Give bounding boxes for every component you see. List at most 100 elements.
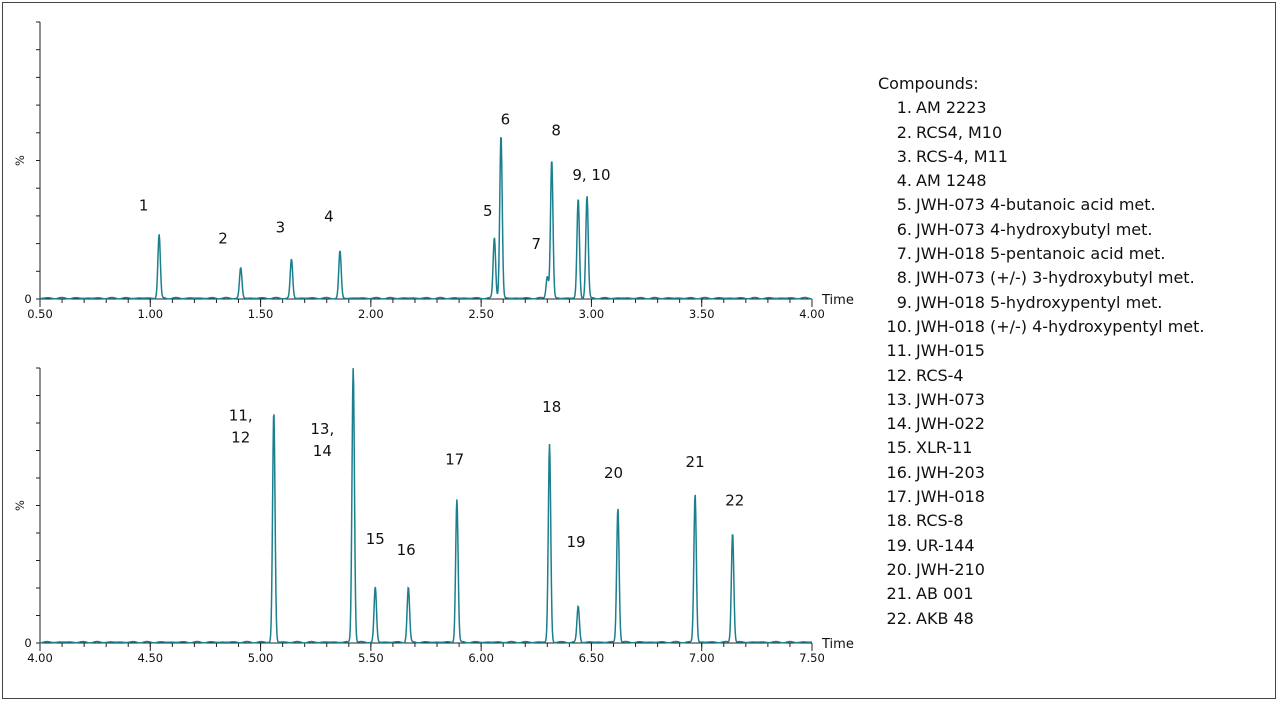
legend-item-number: 7. [896,244,912,264]
legend-item-name: AM 2223 [916,98,987,118]
legend-item-name: RCS-4, M11 [916,146,1008,166]
legend-item-number: 22. [886,608,912,628]
y-tick-label-zero: 0 [24,292,31,306]
legend-item: 8. JWH-073 (+/-) 3-hydroxybutyl met. [878,266,1205,290]
legend-item: 4. AM 1248 [878,169,1205,193]
legend-item: 12. RCS-4 [878,364,1205,388]
x-axis-label: Time [821,637,854,652]
x-tick-label: 6.00 [468,651,494,665]
legend-item: 16. JWH-203 [878,461,1205,485]
y-tick-label-zero: 0 [24,636,31,650]
peak-label: 18 [542,398,561,416]
peak-label: 19 [566,533,585,551]
legend-item: 10. JWH-018 (+/-) 4-hydroxypentyl met. [878,315,1205,339]
peak-label: 5 [483,202,493,220]
legend-item-number: 14. [886,414,912,434]
legend-item-number: 16. [886,462,912,482]
x-tick-label: 5.50 [358,651,384,665]
legend-item: 7. JWH-018 5-pentanoic acid met. [878,242,1205,266]
legend-item-name: JWH-018 (+/-) 4-hydroxypentyl met. [916,316,1205,336]
y-axis-label: % [13,155,27,166]
legend-item-number: 20. [886,559,912,579]
y-axis-label: % [13,500,27,511]
legend-item-name: JWH-210 [916,559,985,579]
legend-item-name: JWH-073 4-hydroxybutyl met. [916,219,1153,239]
x-tick-label: 5.00 [248,651,274,665]
x-tick-label: 1.00 [137,307,163,321]
legend-item-number: 18. [886,511,912,531]
legend-item-number: 4. [896,171,912,191]
legend-item: 14. JWH-022 [878,412,1205,436]
legend-item-name: XLR-11 [916,438,973,458]
peak-label: 15 [366,530,385,548]
x-tick-label: 1.50 [248,307,274,321]
x-tick-label: 2.50 [468,307,494,321]
peak-label: 17 [445,450,464,468]
legend-item-name: JWH-015 [916,341,985,361]
peak-label: 8 [551,122,561,140]
x-tick-label: 4.00 [799,307,825,321]
chromatogram-trace [39,368,813,644]
legend-title: Compounds: [878,74,979,93]
peak-label: 13, [310,420,334,438]
legend-item-name: JWH-073 4-butanoic acid met. [916,195,1156,215]
legend-item-name: AB 001 [916,584,974,604]
legend-item: 15. XLR-11 [878,436,1205,460]
legend-item: 21. AB 001 [878,582,1205,606]
x-tick-label: 4.50 [137,651,163,665]
legend-item-name: JWH-018 5-hydroxypentyl met. [916,292,1163,312]
legend-item-name: RCS-8 [916,511,964,531]
legend-item-number: 17. [886,487,912,507]
legend-item: 3. RCS-4, M11 [878,145,1205,169]
peak-label: 14 [313,442,332,460]
legend-item-name: JWH-203 [916,462,985,482]
legend-item: 22. AKB 48 [878,607,1205,631]
legend-item-name: JWH-018 5-pentanoic acid met. [916,244,1166,264]
legend-item-number: 15. [886,438,912,458]
legend-item-name: UR-144 [916,535,975,555]
x-tick-label: 6.50 [579,651,605,665]
legend-item: 11. JWH-015 [878,339,1205,363]
legend-item-name: JWH-018 [916,487,985,507]
peak-label: 16 [397,541,416,559]
legend-item-number: 19. [886,535,912,555]
legend-item-name: JWH-073 [916,389,985,409]
legend-item-name: RCS4, M10 [916,122,1003,142]
legend-item: 2. RCS4, M10 [878,121,1205,145]
peak-label: 21 [686,453,705,471]
x-tick-label: 3.00 [579,307,605,321]
peak-label: 9, 10 [572,166,610,184]
x-tick-label: 3.50 [689,307,715,321]
x-tick-label: 2.00 [358,307,384,321]
legend-item-number: 21. [886,584,912,604]
legend-item: 13. JWH-073 [878,388,1205,412]
legend-item-name: AM 1248 [916,171,987,191]
legend-item-number: 10. [886,316,912,336]
legend-item-number: 11. [886,341,912,361]
peak-label: 3 [276,219,286,237]
legend-item: 9. JWH-018 5-hydroxypentyl met. [878,291,1205,315]
legend-item: 5. JWH-073 4-butanoic acid met. [878,193,1205,217]
peak-label: 22 [725,492,744,510]
legend-item-number: 2. [896,122,912,142]
x-tick-label: 4.00 [27,651,53,665]
x-tick-label: 0.50 [27,307,53,321]
legend-item: 19. UR-144 [878,534,1205,558]
legend-item: 18. RCS-8 [878,509,1205,533]
legend-item-number: 6. [896,219,912,239]
x-axis-label: Time [821,293,854,308]
compound-legend: Compounds: 1. AM 2223 2. RCS4, M10 3. RCS-4, … [878,72,1205,631]
legend-item-name: RCS-4 [916,365,964,385]
legend-item-name: AKB 48 [916,608,974,628]
legend-item-number: 8. [896,268,912,288]
peak-label: 20 [604,464,623,482]
legend-item-number: 13. [886,389,912,409]
peak-label: 4 [324,207,334,225]
chromatogram-trace [39,136,813,300]
peak-label: 2 [218,230,228,248]
peak-label: 6 [501,110,511,128]
legend-item: 20. JWH-210 [878,558,1205,582]
legend-item-number: 1. [896,98,912,118]
